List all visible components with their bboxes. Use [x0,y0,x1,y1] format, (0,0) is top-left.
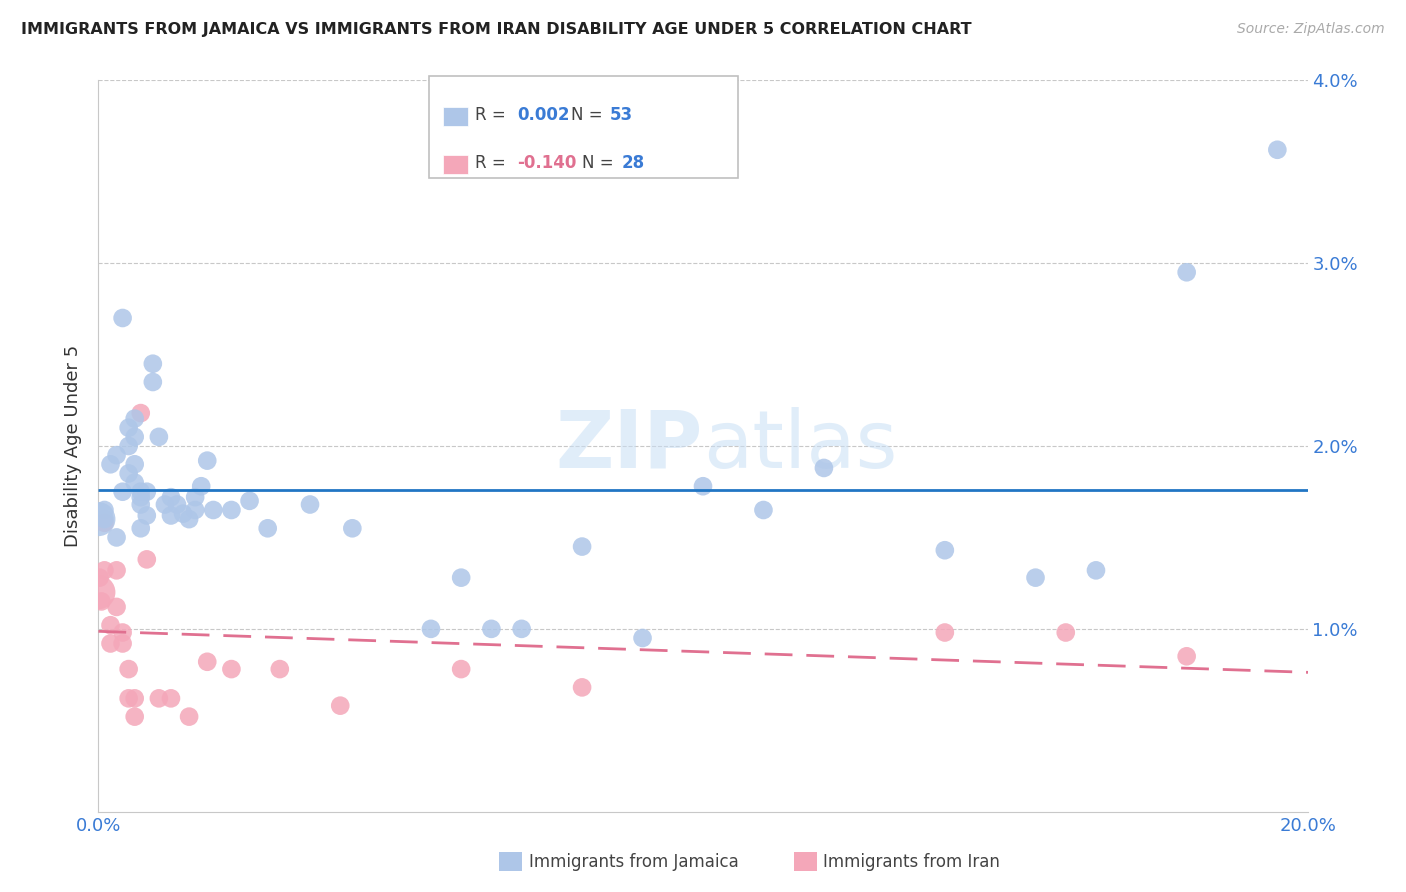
Point [124,458,146,472]
Text: IMMIGRANTS FROM JAMAICA VS IMMIGRANTS FROM IRAN DISABILITY AGE UNDER 5 CORRELATI: IMMIGRANTS FROM JAMAICA VS IMMIGRANTS FR… [21,22,972,37]
Point [129,498,152,512]
Point [934,625,956,640]
Point [111,636,134,650]
Point [124,411,146,425]
Point [89,571,111,585]
Point [510,622,533,636]
Point [124,475,146,490]
Point [129,521,152,535]
Point [1175,265,1198,279]
Text: -0.140: -0.140 [517,154,576,172]
Point [118,467,141,481]
Point [631,631,654,645]
Point [1267,143,1289,157]
Point [142,357,165,371]
Point [118,420,141,434]
Point [87,512,110,526]
Text: Source: ZipAtlas.com: Source: ZipAtlas.com [1237,22,1385,37]
Point [256,521,278,535]
Point [135,508,157,523]
Point [129,490,152,504]
Point [100,618,122,632]
Point [184,490,207,504]
Point [135,484,157,499]
Point [105,599,128,614]
Point [118,662,141,676]
Text: 0.002: 0.002 [517,106,569,124]
Point [87,585,110,599]
Point [420,622,443,636]
Point [100,458,122,472]
Point [105,448,128,462]
Point [118,691,141,706]
Text: N =: N = [582,154,619,172]
Point [195,655,218,669]
Point [160,691,183,706]
Text: atlas: atlas [703,407,897,485]
Point [813,461,835,475]
Point [195,453,218,467]
Point [111,625,134,640]
Point [111,484,134,499]
Point [111,311,134,326]
Point [221,503,243,517]
Point [1085,563,1108,577]
Text: 53: 53 [610,106,633,124]
Point [1024,571,1046,585]
Point [179,709,201,723]
Point [179,512,201,526]
Point [752,503,775,517]
Point [1054,625,1077,640]
Point [239,493,262,508]
Point [692,479,714,493]
Point [160,490,183,504]
Text: R =: R = [475,154,512,172]
Point [481,622,503,636]
Point [190,479,212,493]
Point [90,594,112,608]
Point [124,691,146,706]
Point [93,563,115,577]
Point [93,512,115,526]
Point [329,698,352,713]
Point [571,681,593,695]
Point [1175,649,1198,664]
Point [450,571,472,585]
Text: ZIP: ZIP [555,407,703,485]
Point [93,516,115,530]
Point [221,662,243,676]
Point [148,430,170,444]
Point [934,543,956,558]
Text: N =: N = [571,106,607,124]
Point [100,636,122,650]
Point [142,375,165,389]
Point [160,508,183,523]
Y-axis label: Disability Age Under 5: Disability Age Under 5 [65,345,83,547]
Text: Immigrants from Jamaica: Immigrants from Jamaica [529,853,738,871]
Point [269,662,291,676]
Text: 28: 28 [621,154,644,172]
Point [571,540,593,554]
Point [105,563,128,577]
Point [118,439,141,453]
Point [342,521,364,535]
Point [166,498,188,512]
Point [184,503,207,517]
Point [299,498,322,512]
Point [129,406,152,420]
Point [153,498,176,512]
Point [135,552,157,566]
Point [124,709,146,723]
Point [450,662,472,676]
Point [172,507,194,521]
Point [105,530,128,544]
Text: R =: R = [475,106,512,124]
Point [148,691,170,706]
Point [202,503,225,517]
Point [93,503,115,517]
Point [129,484,152,499]
Text: Immigrants from Iran: Immigrants from Iran [823,853,1000,871]
Point [124,430,146,444]
